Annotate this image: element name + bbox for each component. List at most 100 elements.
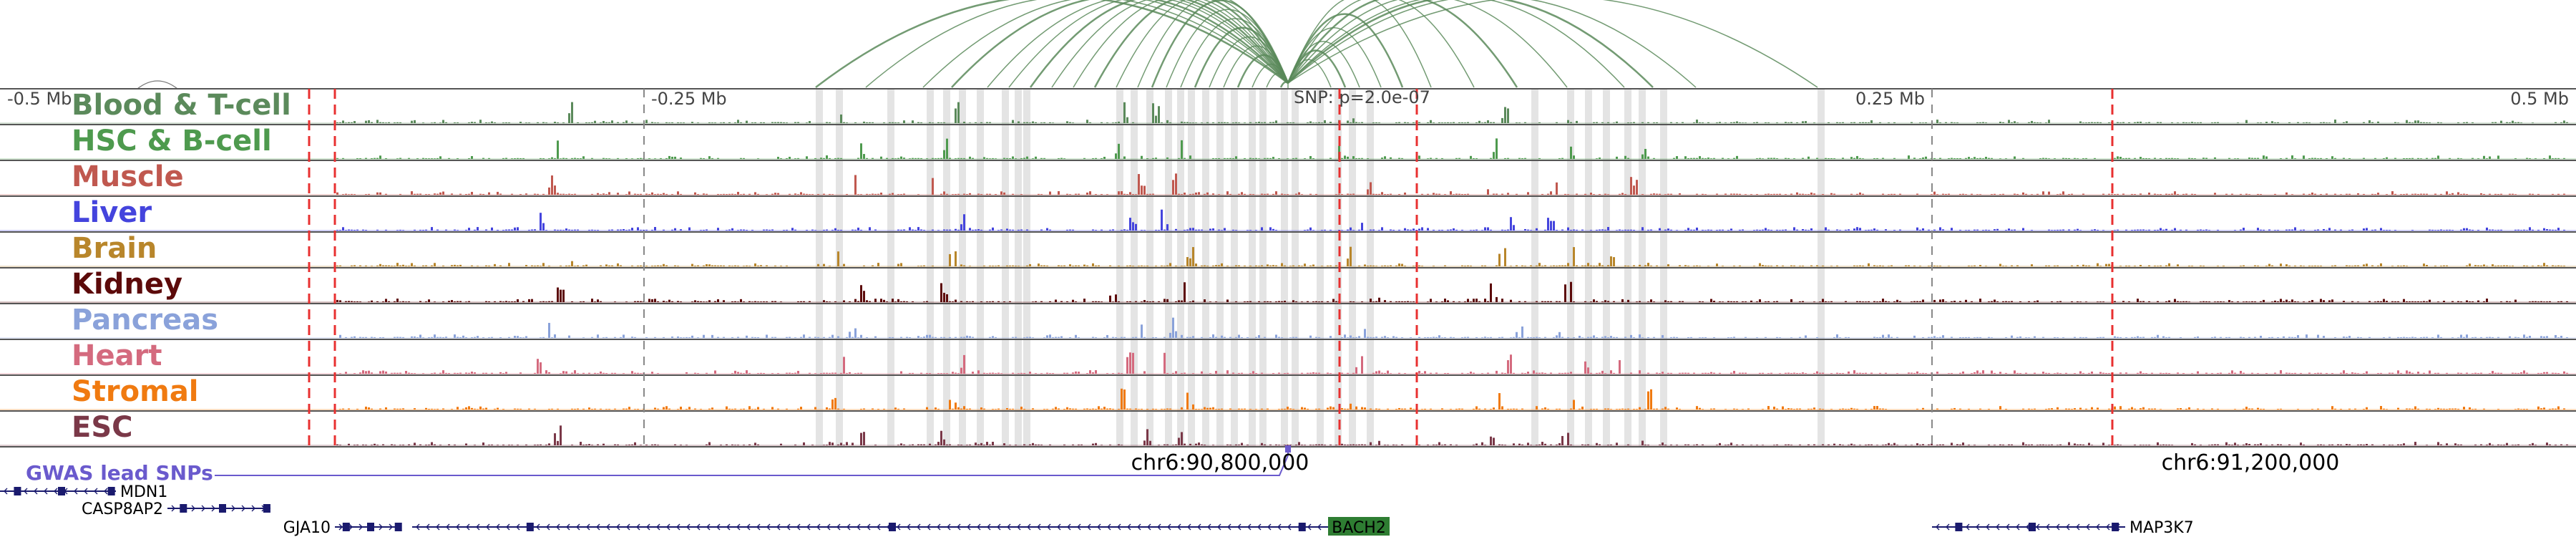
signal-bar: [491, 337, 493, 338]
signal-bar: [385, 193, 387, 195]
signal-bar: [359, 337, 361, 338]
signal-bar: [691, 263, 693, 266]
signal-bar: [955, 372, 957, 374]
signal-bar: [2532, 193, 2534, 195]
signal-bar: [1184, 193, 1186, 195]
signal-bar: [1516, 332, 1518, 338]
signal-bar: [857, 301, 859, 302]
signal-bar: [997, 301, 1000, 302]
signal-bar: [399, 229, 401, 231]
signal-bar: [1155, 337, 1157, 338]
signal-track: Blood & T-cell: [0, 88, 2576, 124]
signal-bar: [1126, 408, 1128, 410]
signal-bar: [368, 407, 370, 410]
signal-bar: [1896, 299, 1898, 302]
signal-bar: [955, 402, 957, 410]
signal-bar: [1161, 209, 1163, 231]
signal-bar: [414, 408, 416, 410]
signal-bar: [1873, 301, 1875, 302]
signal-bar: [852, 337, 854, 338]
signal-bar: [1058, 158, 1060, 159]
signal-bar: [1012, 337, 1014, 338]
signal-bar: [468, 406, 470, 410]
signal-bar: [1576, 229, 1578, 231]
signal-bar: [863, 121, 865, 123]
signal-bar: [943, 337, 945, 338]
signal-bar: [2014, 121, 2016, 123]
signal-bar: [396, 263, 399, 266]
signal-bar: [1189, 228, 1191, 231]
signal-bar: [502, 158, 504, 159]
signal-bar: [2174, 228, 2176, 231]
signal-bar: [1221, 335, 1223, 338]
track-label: HSC & B-cell: [72, 125, 272, 158]
signal-bar: [548, 408, 550, 410]
signal-bar: [1101, 158, 1103, 159]
signal-bar: [371, 408, 373, 410]
signal-bar: [508, 337, 510, 338]
signal-bar: [1267, 193, 1269, 195]
signal-bar: [1238, 193, 1240, 195]
signal-bar: [365, 406, 367, 410]
signal-bar: [743, 229, 745, 231]
signal-bar: [860, 285, 862, 302]
signal-bar: [580, 158, 582, 159]
signal-bar: [1309, 372, 1312, 374]
signal-bar: [1309, 121, 1312, 123]
signal-bar: [1974, 229, 1976, 231]
signal-bar: [740, 229, 742, 231]
signal-bar: [1856, 227, 1858, 231]
signal-bar: [746, 120, 748, 123]
signal-bar: [2280, 299, 2282, 302]
signal-bar: [1859, 158, 1861, 159]
strand-arrow: [1027, 523, 1031, 531]
signal-bar: [1836, 122, 1838, 123]
signal-bar: [1309, 335, 1312, 338]
signal-bar: [1536, 406, 1538, 410]
interaction-arc: [1266, 72, 1289, 88]
signal-bar: [1899, 229, 1901, 231]
signal-bar: [2423, 122, 2425, 123]
signal-bar: [365, 337, 367, 338]
signal-bar: [834, 372, 836, 374]
signal-bar: [1166, 224, 1169, 231]
signal-bar: [2394, 193, 2396, 195]
signal-bar: [1936, 372, 1938, 374]
signal-bar: [588, 444, 590, 445]
signal-bar: [1641, 154, 1644, 159]
signal-bar: [1338, 229, 1340, 231]
signal-bar: [2285, 192, 2288, 195]
signal-bar: [677, 122, 679, 123]
signal-bar: [1507, 229, 1509, 231]
signal-bar: [977, 193, 980, 195]
signal-bar: [640, 301, 642, 302]
signal-bar: [960, 224, 962, 231]
signal-bar: [374, 443, 376, 445]
signal-bar: [2225, 442, 2228, 445]
signal-bar: [1169, 332, 1171, 338]
signal-bar: [665, 158, 668, 159]
signal-bar: [1241, 192, 1243, 195]
signal-bar: [1550, 191, 1552, 195]
signal-bar: [1527, 372, 1529, 374]
signal-bar: [634, 337, 636, 338]
signal-bar: [2062, 158, 2064, 159]
signal-bar: [2285, 372, 2288, 374]
signal-bar: [1684, 156, 1687, 159]
signal-bar: [857, 372, 859, 374]
signal-bar: [1802, 193, 1804, 195]
signal-bar: [2474, 337, 2477, 338]
signal-bar: [1043, 158, 1045, 159]
signal-bar: [548, 372, 550, 374]
signal-bar: [1370, 229, 1372, 231]
signal-bar: [2128, 158, 2130, 159]
signal-bar: [1747, 408, 1750, 410]
signal-bar: [900, 263, 902, 266]
signal-bar: [362, 337, 364, 338]
signal-bar: [1115, 337, 1117, 338]
signal-bar: [1496, 296, 1498, 302]
signal-bar: [1418, 155, 1420, 159]
signal-bar: [1069, 264, 1071, 266]
signal-bar: [2472, 301, 2474, 302]
signal-bar: [2346, 121, 2348, 123]
